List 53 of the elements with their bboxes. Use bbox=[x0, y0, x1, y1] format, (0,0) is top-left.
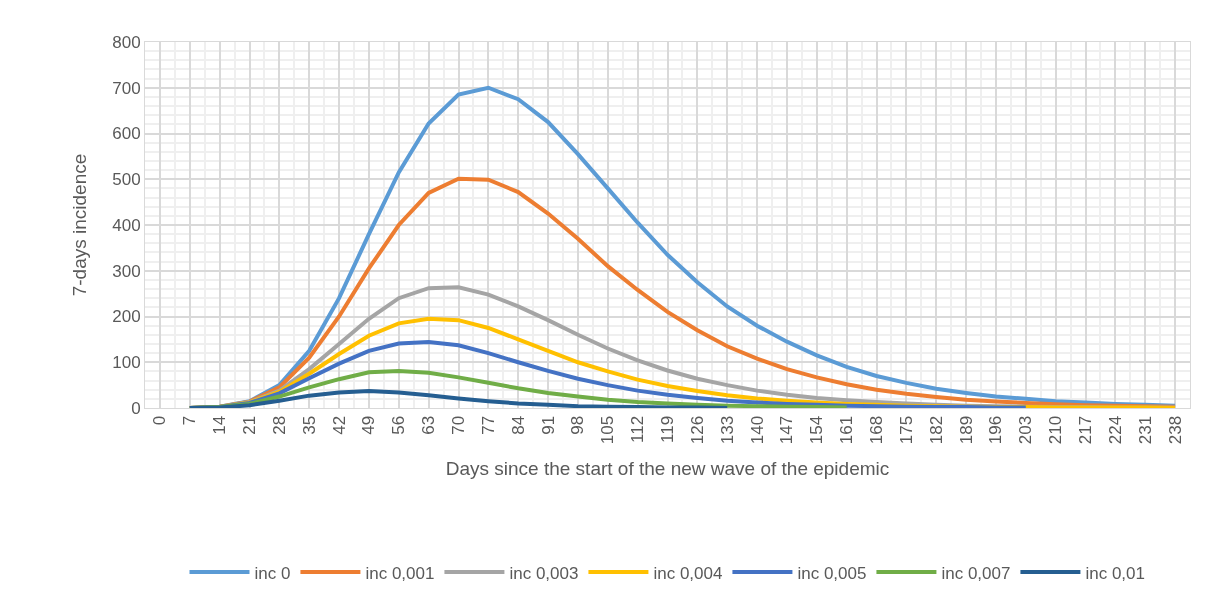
x-tick-label: 217 bbox=[1076, 415, 1096, 445]
x-tick-label: 70 bbox=[449, 415, 469, 435]
x-tick-label: 224 bbox=[1105, 415, 1125, 445]
x-tick-label: 84 bbox=[508, 415, 528, 435]
x-tick-label: 7 bbox=[180, 415, 200, 426]
legend-label: inc 0,001 bbox=[365, 563, 435, 583]
x-tick-label: 91 bbox=[538, 415, 558, 435]
x-tick-label: 105 bbox=[598, 415, 618, 445]
y-tick-label: 800 bbox=[112, 32, 141, 52]
legend-label: inc 0,004 bbox=[653, 563, 723, 583]
legend-label: inc 0,01 bbox=[1085, 563, 1145, 583]
y-tick-label: 600 bbox=[112, 124, 141, 144]
y-tick-label: 100 bbox=[112, 353, 141, 373]
x-tick-label: 63 bbox=[419, 415, 439, 435]
x-tick-label: 161 bbox=[837, 415, 857, 445]
x-tick-label: 203 bbox=[1016, 415, 1036, 445]
x-tick-label: 35 bbox=[299, 415, 319, 435]
y-tick-label: 200 bbox=[112, 307, 141, 327]
x-tick-label: 168 bbox=[867, 415, 887, 445]
x-tick-label: 21 bbox=[240, 415, 260, 435]
x-tick-label: 175 bbox=[896, 415, 916, 445]
x-tick-label: 154 bbox=[807, 415, 827, 445]
x-tick-label: 238 bbox=[1165, 415, 1185, 445]
x-tick-label: 49 bbox=[359, 415, 379, 435]
x-tick-label: 56 bbox=[389, 415, 409, 435]
x-axis-title: Days since the start of the new wave of the epidemic bbox=[445, 457, 890, 479]
legend-label: inc 0,003 bbox=[509, 563, 579, 583]
y-axis-title: 7-days incidence bbox=[69, 153, 91, 297]
x-tick-label: 119 bbox=[658, 415, 678, 443]
legend-label: inc 0 bbox=[254, 563, 291, 583]
x-tick-label: 147 bbox=[777, 415, 797, 445]
x-tick-label: 112 bbox=[628, 415, 648, 443]
x-tick-label: 196 bbox=[986, 415, 1006, 445]
x-tick-label: 182 bbox=[926, 415, 946, 445]
y-tick-label: 500 bbox=[112, 170, 141, 190]
x-tick-label: 28 bbox=[269, 415, 289, 435]
x-tick-label: 126 bbox=[687, 415, 707, 445]
x-tick-label: 140 bbox=[747, 415, 767, 445]
x-tick-label: 231 bbox=[1135, 415, 1155, 445]
x-tick-label: 14 bbox=[210, 415, 230, 435]
y-tick-label: 400 bbox=[112, 215, 141, 235]
x-tick-label: 133 bbox=[717, 415, 737, 445]
x-tick-label: 189 bbox=[956, 415, 976, 445]
legend-label: inc 0,005 bbox=[797, 563, 867, 583]
line-series bbox=[187, 389, 730, 408]
x-tick-label: 0 bbox=[150, 415, 170, 426]
x-tick-label: 98 bbox=[568, 415, 588, 435]
x-tick-label: 210 bbox=[1046, 415, 1066, 445]
y-tick-label: 700 bbox=[112, 78, 141, 98]
legend-label: inc 0,007 bbox=[941, 563, 1011, 583]
y-tick-label: 300 bbox=[112, 261, 141, 281]
x-tick-label: 42 bbox=[329, 415, 349, 435]
x-tick-label: 77 bbox=[478, 415, 498, 435]
